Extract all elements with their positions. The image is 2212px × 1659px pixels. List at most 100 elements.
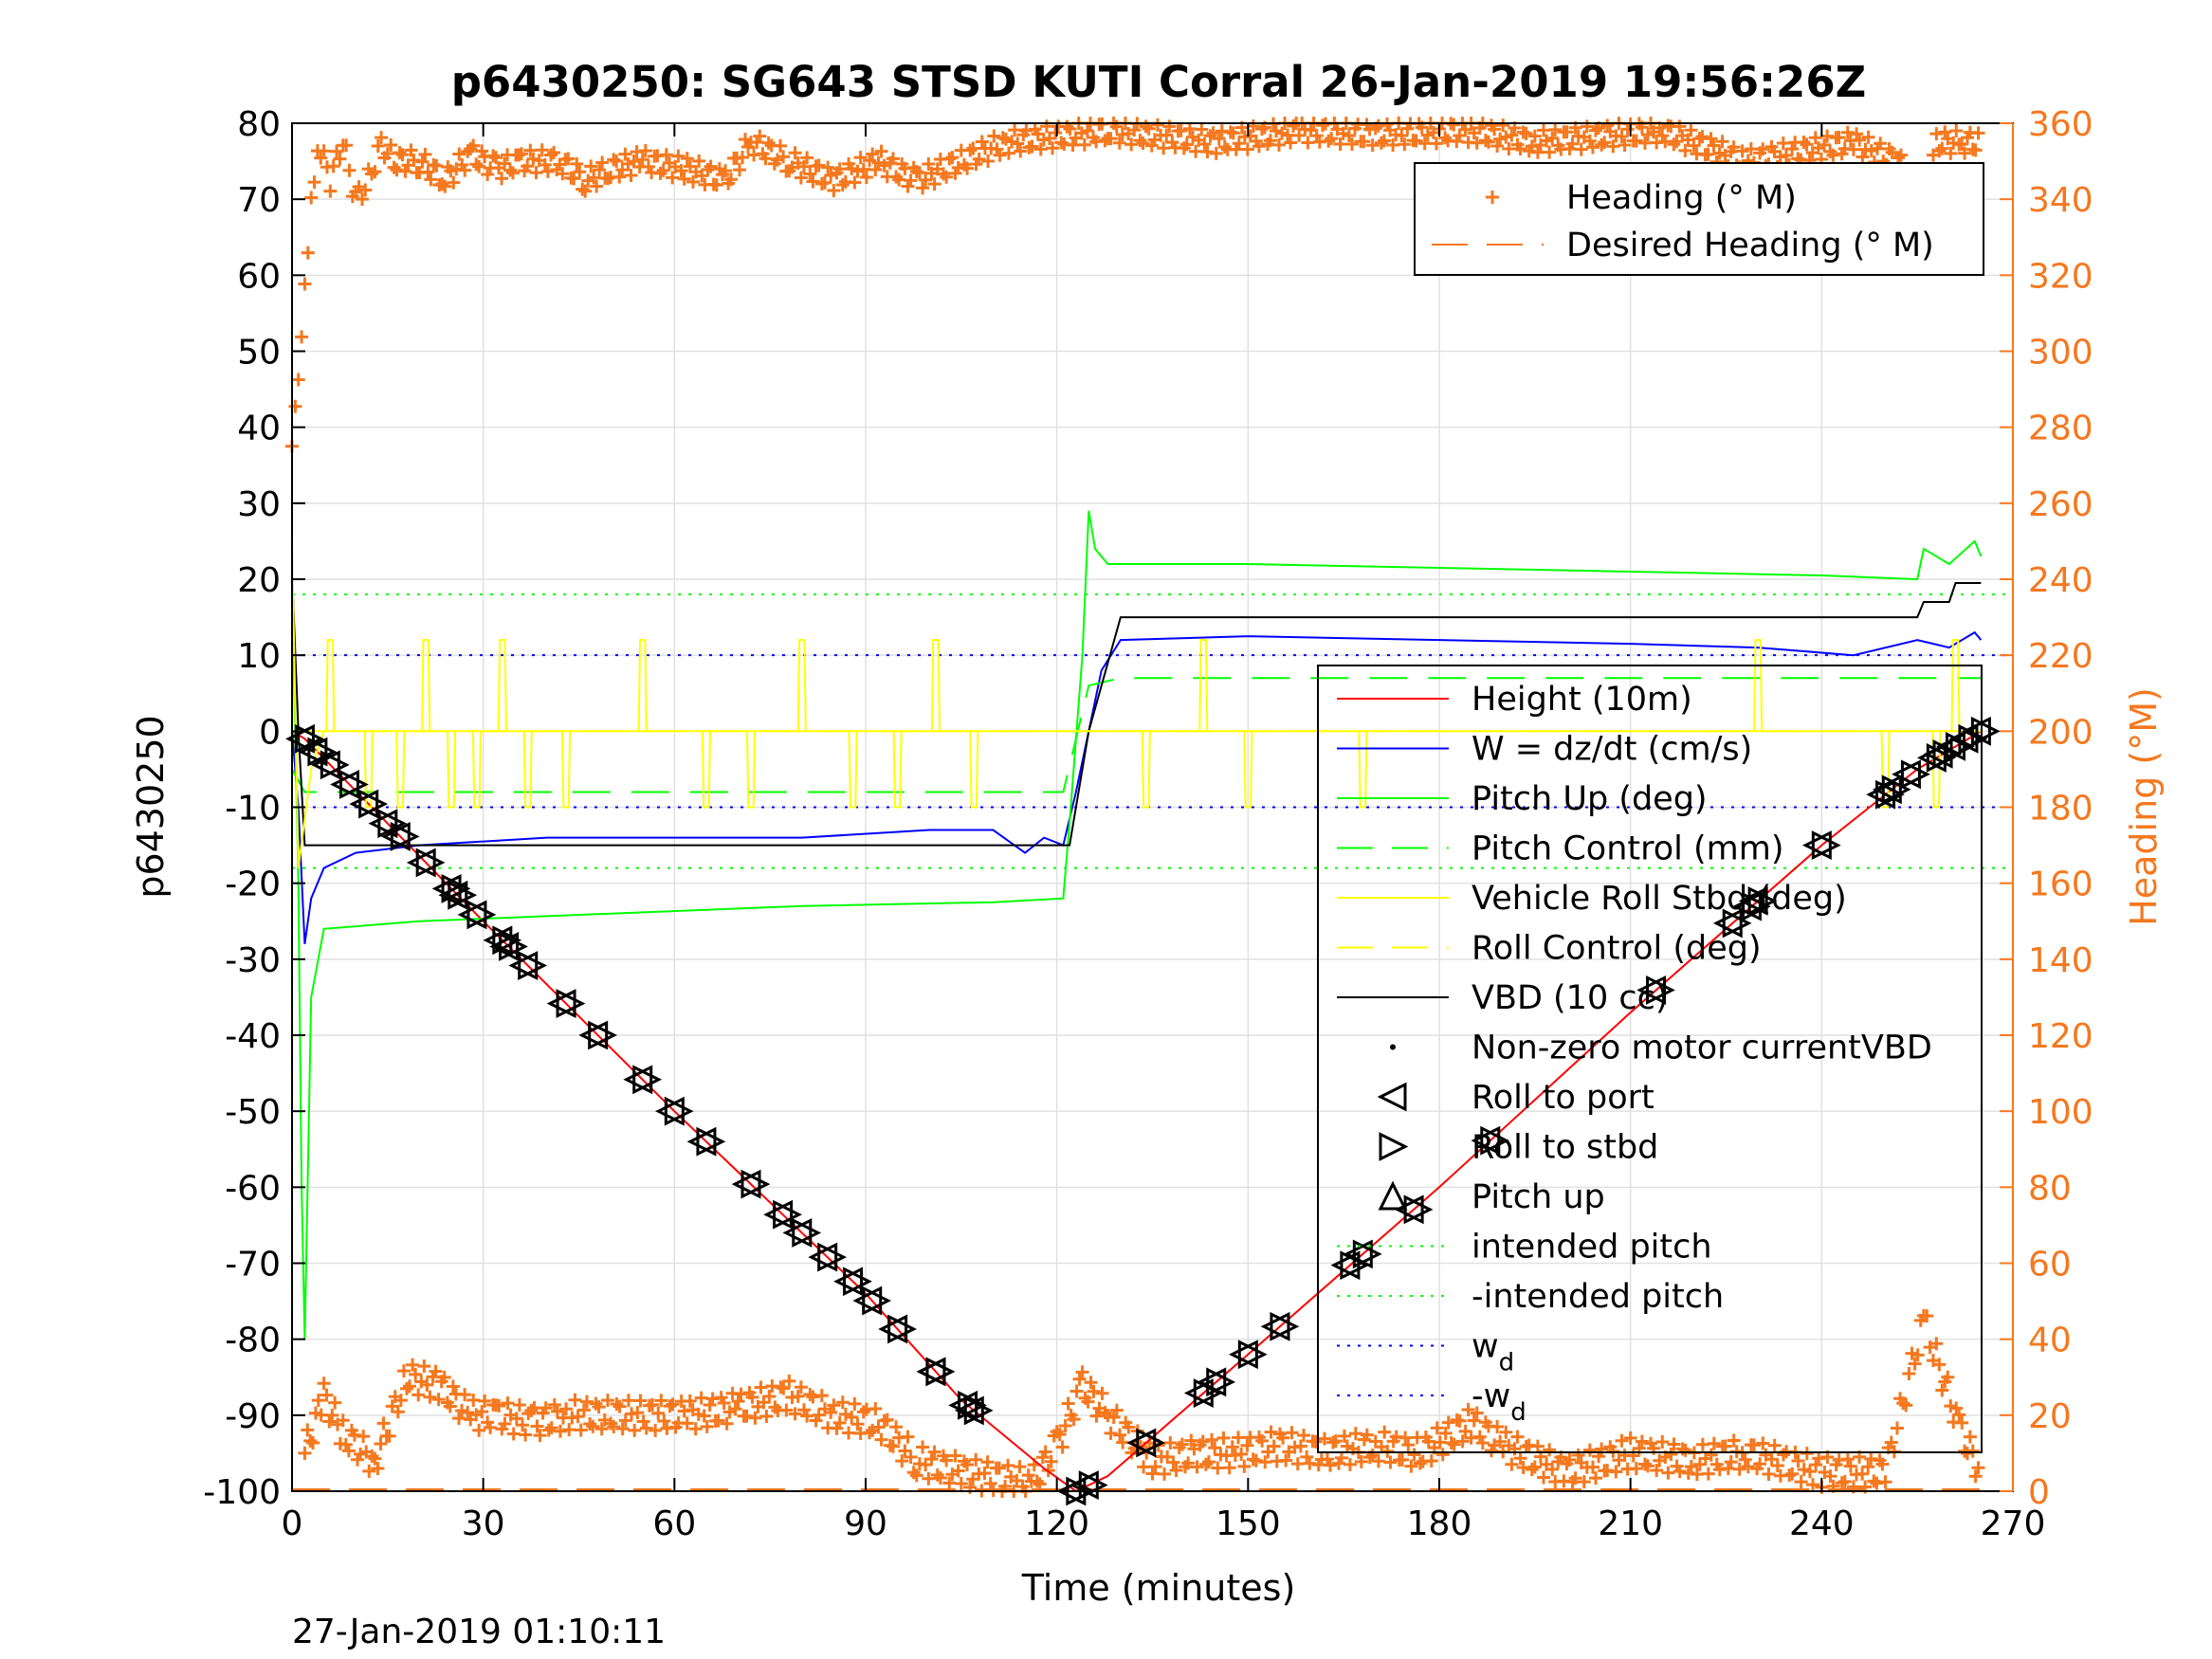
heading-marker: [1197, 137, 1212, 152]
y-tick-label: -60: [225, 1169, 281, 1208]
heading-marker: [390, 163, 404, 177]
heading-marker: [553, 1424, 567, 1438]
heading-marker: [358, 183, 373, 197]
heading-marker: [1794, 1475, 1808, 1489]
heading-marker: [1744, 142, 1758, 156]
heading-marker: [1430, 1421, 1444, 1435]
heading-marker: [600, 1394, 614, 1408]
heading-marker: [1629, 134, 1643, 148]
heading-marker: [717, 1395, 731, 1410]
heading-marker: [472, 159, 486, 173]
heading-marker: [322, 1414, 337, 1429]
heading-marker: [933, 1471, 947, 1486]
heading-marker: [1840, 125, 1855, 139]
heading-marker: [1013, 1460, 1027, 1474]
heading-marker: [458, 163, 472, 177]
heading-marker: [1800, 1447, 1814, 1461]
heading-marker: [1264, 1425, 1278, 1439]
heading-marker: [636, 1414, 650, 1429]
heading-marker: [1377, 134, 1391, 148]
heading-marker: [475, 1405, 489, 1419]
roll-marker: [556, 989, 586, 1019]
heading-marker: [1267, 1439, 1281, 1453]
roll-pulse: [1753, 639, 1764, 732]
roll-marker: [1881, 775, 1911, 805]
heading-marker: [1200, 145, 1215, 159]
heading-marker: [1301, 136, 1315, 150]
heading-marker: [1623, 1431, 1637, 1445]
heading-marker: [1618, 138, 1632, 153]
heading-marker: [1470, 1406, 1484, 1420]
roll-marker: [1126, 1428, 1157, 1458]
heading-marker: [374, 1437, 388, 1451]
heading-marker: [417, 1359, 431, 1374]
heading-marker: [1701, 147, 1715, 161]
heading-marker: [1715, 135, 1729, 149]
heading-marker: [1823, 1469, 1837, 1484]
heading-marker: [1661, 1466, 1675, 1480]
heading-marker: [341, 1444, 356, 1458]
roll-marker: [1738, 885, 1768, 916]
heading-marker: [1724, 1455, 1738, 1469]
heading-marker: [1404, 1459, 1418, 1473]
axis-ticks: 0 30 60 90 120 150 180 210 240 270-100-90-80-70-6…: [203, 105, 2093, 1543]
heading-marker: [797, 159, 812, 173]
legend-sample: [1378, 1180, 1408, 1211]
heading-marker: [1337, 1429, 1351, 1443]
roll-marker: [1340, 1250, 1370, 1281]
heading-marker: [1189, 144, 1203, 158]
heading-marker: [1398, 1431, 1413, 1445]
heading-marker: [1932, 144, 1947, 158]
roll-pulse: [892, 731, 903, 809]
heading-marker: [711, 1413, 725, 1428]
heading-marker: [1929, 1337, 1944, 1351]
heading-marker: [306, 1435, 320, 1449]
series-line: [291, 540, 1982, 868]
heading-marker: [1424, 1453, 1438, 1468]
heading-marker: [447, 175, 461, 190]
legend-heading-label: Desired Heading (° M): [1566, 227, 1934, 264]
heading-marker: [863, 154, 877, 168]
heading-marker: [515, 147, 528, 161]
heading-marker: [656, 163, 670, 177]
heading-marker: [866, 147, 880, 161]
heading-marker: [421, 165, 435, 179]
roll-marker: [763, 1199, 794, 1230]
heading-marker: [1008, 123, 1022, 137]
heading-marker: [1398, 137, 1412, 152]
heading-marker: [750, 135, 764, 149]
heading-marker: [371, 138, 385, 153]
roll-marker: [731, 1169, 761, 1199]
roll-pulse: [1141, 731, 1151, 809]
roll-marker: [406, 848, 436, 878]
heading-marker: [871, 155, 886, 170]
heading-marker: [1196, 1434, 1210, 1449]
y-right-tick-label: 240: [2028, 561, 2093, 600]
heading-marker: [1205, 1432, 1219, 1447]
heading-marker: [1063, 121, 1077, 136]
heading-marker: [680, 152, 694, 166]
heading-marker: [1383, 1455, 1398, 1469]
heading-marker: [1380, 1444, 1395, 1458]
heading-marker: [1098, 1405, 1112, 1419]
heading-marker: [703, 1398, 717, 1413]
heading-marker: [912, 166, 926, 180]
heading-marker: [1910, 1348, 1925, 1362]
heading-marker: [1585, 1460, 1600, 1474]
heading-marker: [838, 1407, 852, 1421]
heading-marker: [1530, 1439, 1545, 1453]
heading-marker: [1600, 118, 1615, 133]
y-right-tick-label: 140: [2028, 941, 2093, 980]
legend-label: -intended pitch: [1472, 1278, 1724, 1316]
series-line: [291, 510, 1983, 1340]
heading-marker: [607, 153, 621, 167]
heading-marker: [624, 169, 638, 183]
roll-marker: [878, 1314, 908, 1344]
series-line: [291, 571, 1982, 847]
heading-marker: [594, 1422, 609, 1436]
heading-marker: [1537, 1470, 1550, 1485]
heading-marker: [610, 154, 624, 168]
heading-marker: [311, 1394, 325, 1408]
heading-marker: [942, 1476, 957, 1490]
heading-marker: [1374, 136, 1388, 150]
